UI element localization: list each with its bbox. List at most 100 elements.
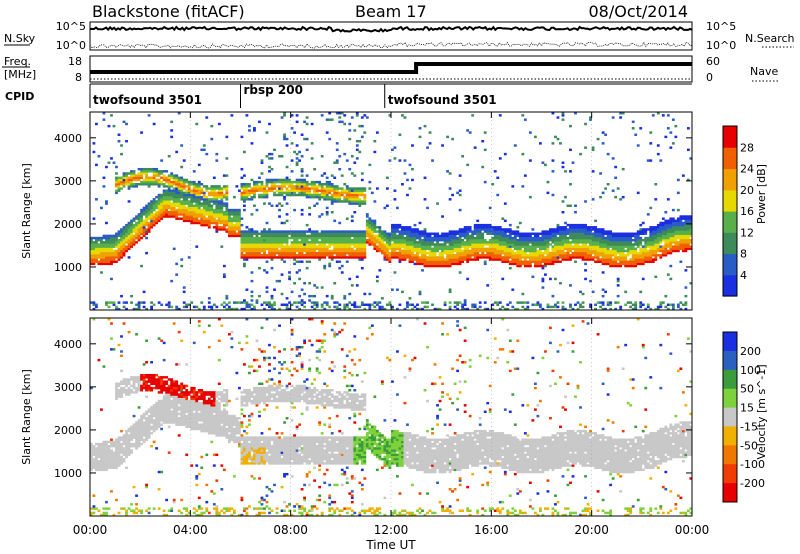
heatmap-cell [275,241,279,244]
heatmap-cell [581,301,585,304]
heatmap-cell [355,243,359,246]
heatmap-cell [180,165,184,169]
heatmap-cell [303,191,307,195]
heatmap-cell [426,264,429,268]
heatmap-cell [175,198,179,201]
heatmap-cell [283,133,286,136]
heatmap-cell [526,254,530,257]
heatmap-cell [222,174,226,177]
heatmap-cell [659,305,663,309]
heatmap-cell [250,245,254,248]
heatmap-cell [679,215,683,218]
heatmap-cell [581,238,585,242]
heatmap-cell [508,223,512,227]
heatmap-cell [227,219,231,223]
heatmap-cell [248,249,251,253]
heatmap-cell [167,213,171,216]
heatmap-cell [391,234,394,238]
heatmap-cell [684,286,688,289]
heatmap-cell [298,241,301,244]
heatmap-cell [115,234,118,238]
heatmap-cell [651,114,655,117]
heatmap-cell [616,284,620,287]
heatmap-cell [526,307,530,311]
heatmap-cell [453,243,457,246]
heatmap-cell [689,215,693,218]
heatmap-cell [453,238,457,242]
heatmap-cell [581,251,585,255]
heatmap-cell [155,174,159,177]
heatmap-cell [180,258,184,261]
heatmap-cell [350,249,354,253]
heatmap-cell [649,256,653,259]
heatmap-cell [182,219,186,223]
heatmap-cell [596,301,600,304]
heatmap-cell [298,243,301,246]
heatmap-cell [576,223,580,227]
heatmap-cell [283,303,286,306]
heatmap-cell [581,292,585,296]
heatmap-cell [200,301,204,304]
heatmap-cell [436,232,439,235]
heatmap-cell [584,258,587,261]
heatmap-cell [217,217,221,220]
heatmap-cell [378,236,382,240]
heatmap-cell [217,189,221,192]
heatmap-cell [406,305,409,309]
heatmap-cell [343,191,347,195]
heatmap-cell [263,202,266,205]
heatmap-cell [506,307,510,311]
heatmap-cell [355,256,359,259]
heatmap-cell [217,204,221,207]
heatmap-cell [385,303,389,306]
heatmap-cell [127,234,131,238]
heatmap-cell [521,262,525,266]
heatmap-cell [571,254,575,257]
date-label: 08/Oct/2014 [588,2,688,21]
heatmap-cell [654,234,658,238]
heatmap-cell [551,294,555,298]
heatmap-cell [546,247,550,251]
heatmap-cell [137,213,141,216]
heatmap-cell [679,217,683,220]
heatmap-cell [461,228,465,231]
heatmap-cell [624,234,628,238]
heatmap-cell [330,232,334,235]
heatmap-cell [518,221,522,225]
heatmap-cell [421,256,424,259]
heatmap-cell [358,249,362,253]
heatmap-cell [230,213,234,216]
heatmap-cell [471,241,475,244]
heatmap-cell [250,232,254,235]
heatmap-cell [180,176,184,180]
heatmap-cell [646,241,650,244]
heatmap-cell [220,245,224,248]
heatmap-cell [679,223,683,227]
heatmap-cell [576,249,580,253]
heatmap-cell [666,236,670,240]
heatmap-cell [225,198,229,201]
heatmap-cell [486,226,490,229]
heatmap-cell [248,251,251,255]
heatmap-cell [438,245,442,248]
heatmap-cell [483,247,487,251]
heatmap-cell [185,208,189,212]
heatmap-cell [483,131,487,134]
heatmap-cell [162,193,166,197]
heatmap-cell [408,258,412,261]
heatmap-cell [584,256,587,259]
heatmap-cell [671,245,675,248]
heatmap-cell [343,198,347,201]
heatmap-cell [493,249,497,253]
heatmap-cell [288,183,291,186]
heatmap-cell [243,234,246,238]
heatmap-cell [300,174,304,177]
heatmap-cell [120,254,123,257]
heatmap-cell [338,221,342,225]
heatmap-cell [398,133,402,136]
heatmap-cell [571,241,575,244]
heatmap-cell [671,305,675,309]
heatmap-cell [456,247,460,251]
heatmap-cell [448,245,452,248]
heatmap-cell [436,241,439,244]
